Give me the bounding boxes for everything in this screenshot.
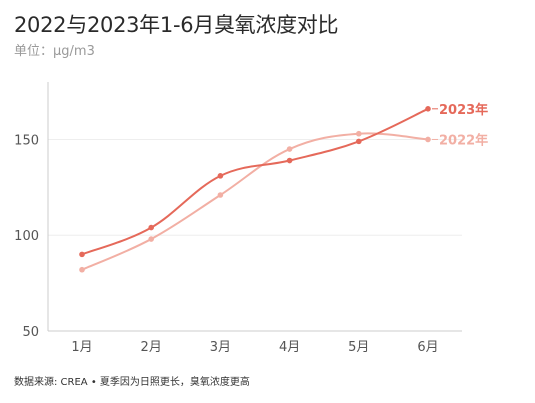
x-tick-label-1: 1月 [71,340,92,355]
x-tick-label-2: 2月 [141,340,162,355]
point-2023-4 [286,157,293,164]
point-2023-5 [356,138,362,145]
point-2022-2 [148,236,154,242]
point-2023-2 [148,224,154,231]
point-2022-3 [217,192,224,198]
series-label-2023: 2023年 [439,102,488,118]
point-2023-3 [217,173,224,179]
x-tick-label-5: 5月 [348,340,369,355]
x-tick-label-3: 3月 [210,340,231,355]
series-line-2023 [81,107,429,256]
series-labels: 2022年 2023年 [432,102,488,148]
chart-unit-subtitle: 单位：μg/m3 [14,44,95,59]
series [79,106,431,273]
point-2023-1 [79,251,85,258]
point-2023-6 [425,106,431,112]
x-tick-label-6: 6月 [417,340,438,355]
y-tick-label-100: 100 [14,229,39,244]
point-2022-1 [79,266,85,273]
grid-lines [48,138,462,236]
series-line-2022 [81,132,429,271]
y-tick-label-50: 50 [22,325,39,340]
x-tick-label-4: 4月 [279,340,300,355]
axes: 50 100 150 1月 2月 3月 4月 5月 6月 [14,82,462,355]
point-2022-5 [356,130,362,137]
series-label-2022: 2022年 [439,132,488,148]
source-note: 数据来源: CREA • 夏季因为日照更长，臭氧浓度更高 [14,377,250,388]
y-tick-label-150: 150 [14,133,39,148]
point-2022-6 [425,136,431,143]
point-2022-4 [286,146,293,152]
chart-title: 2022与2023年1-6月臭氧浓度对比 [14,13,339,37]
